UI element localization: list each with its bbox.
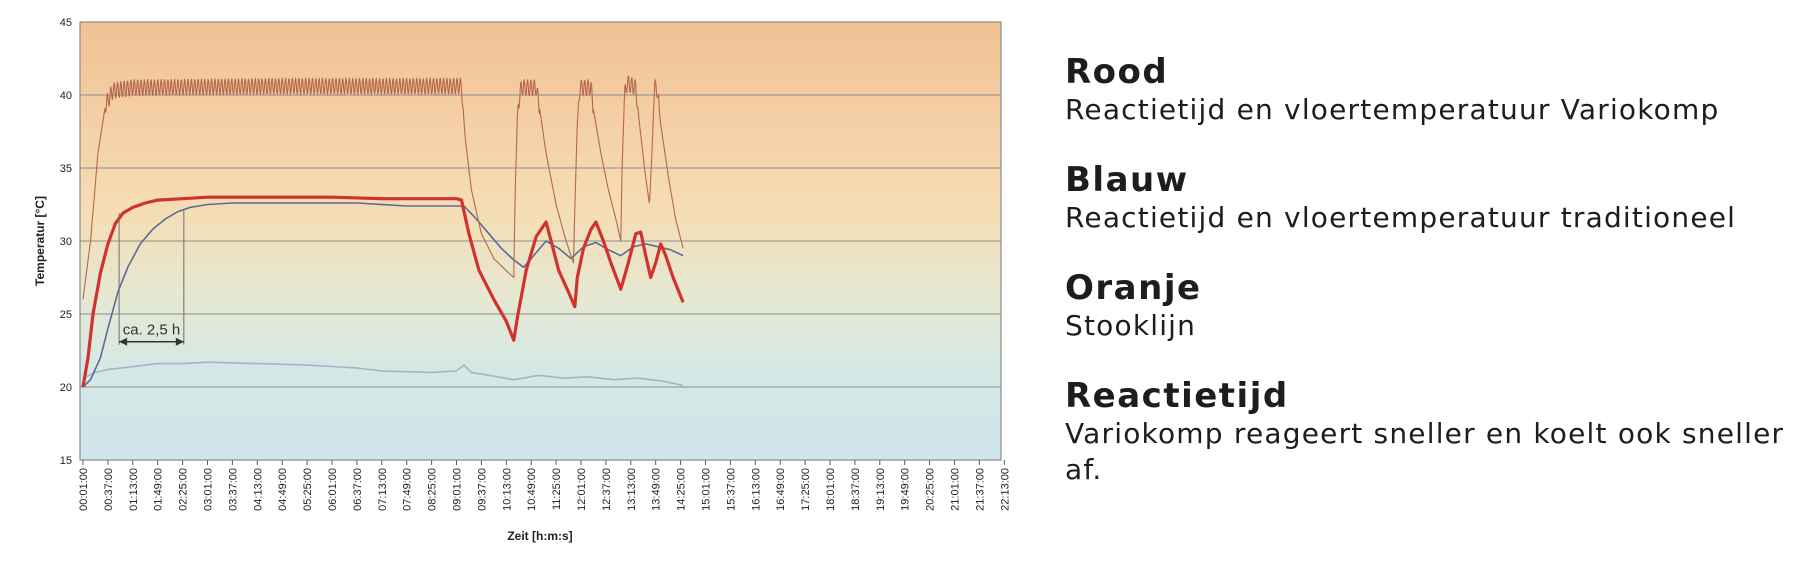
y-tick-labels: 15 20 25 30 35 40 45 bbox=[60, 17, 72, 467]
annotation-arrowhead-left bbox=[119, 337, 128, 346]
x-tick-label: 18:01:00 bbox=[825, 468, 837, 511]
x-tick-label: 12:01:00 bbox=[576, 468, 588, 511]
series-line-room bbox=[82, 361, 684, 387]
x-tick-label: 04:13:00 bbox=[252, 468, 264, 511]
x-tick-label: 06:01:00 bbox=[327, 468, 339, 511]
legend-description: Variokomp reageert sneller en koelt ook … bbox=[1065, 417, 1785, 486]
x-tick-label: 21:01:00 bbox=[950, 468, 962, 511]
legend-entry-rood: Rood Reactietijd en vloertemperatuur Var… bbox=[1065, 52, 1785, 128]
x-tick-label: 09:01:00 bbox=[452, 468, 464, 511]
x-tick-label: 21:37:00 bbox=[974, 468, 986, 511]
x-tick-label: 14:25:00 bbox=[676, 468, 688, 511]
grid-lines bbox=[80, 94, 1001, 388]
legend-title: Blauw bbox=[1065, 160, 1189, 200]
x-tick-label: 02:25:00 bbox=[178, 468, 190, 511]
y-tick-label: 30 bbox=[60, 236, 72, 248]
x-tick-label: 15:37:00 bbox=[725, 468, 737, 511]
x-tick-label: 08:25:00 bbox=[427, 468, 439, 511]
x-tick-label: 15:01:00 bbox=[701, 468, 713, 511]
y-tick-label: 15 bbox=[60, 455, 72, 467]
x-tick-label: 19:49:00 bbox=[900, 468, 912, 511]
x-tick-label: 18:37:00 bbox=[850, 468, 862, 511]
x-tick-label: 17:25:00 bbox=[800, 468, 812, 511]
x-axis-label: Zeit [h:m:s] bbox=[507, 529, 572, 543]
x-tick-label: 10:49:00 bbox=[526, 468, 538, 511]
x-tick-label: 19:13:00 bbox=[875, 468, 887, 511]
y-tick-label: 45 bbox=[60, 17, 72, 29]
legend-description: Stooklijn bbox=[1065, 309, 1197, 342]
x-tick-label: 01:13:00 bbox=[128, 468, 140, 511]
plot-border bbox=[79, 21, 1002, 461]
legend-description: Reactietijd en vloertemperatuur traditio… bbox=[1065, 201, 1737, 234]
legend-description: Reactietijd en vloertemperatuur Variokom… bbox=[1065, 93, 1720, 126]
legend-title: Oranje bbox=[1065, 268, 1202, 308]
x-tick-label: 01:49:00 bbox=[153, 468, 165, 511]
x-tick-label: 07:49:00 bbox=[402, 468, 414, 511]
x-tick-label: 07:13:00 bbox=[377, 468, 389, 511]
x-tick-label: 16:13:00 bbox=[750, 468, 762, 511]
legend-title: Rood bbox=[1065, 52, 1169, 92]
x-tick-label: 13:13:00 bbox=[626, 468, 638, 511]
legend-title: Reactietijd bbox=[1065, 376, 1289, 416]
temperature-chart: 15 20 25 30 35 40 45 00:01:00 00:37:00 01:13:00 0… bbox=[33, 17, 1011, 543]
annotation: ca. 2,5 h bbox=[118, 210, 185, 346]
y-tick-label: 35 bbox=[60, 163, 72, 175]
y-tick-label: 25 bbox=[60, 309, 72, 321]
series-line-stooklijn bbox=[82, 75, 684, 300]
x-tick-label: 09:37:00 bbox=[476, 468, 488, 511]
x-tick-label: 22:13:00 bbox=[999, 468, 1011, 511]
annotation-label: ca. 2,5 h bbox=[123, 322, 181, 339]
legend-entry-blauw: Blauw Reactietijd en vloertemperatuur tr… bbox=[1065, 160, 1785, 236]
x-tick-label: 00:37:00 bbox=[103, 468, 115, 511]
series-line-variokomp bbox=[81, 195, 685, 388]
x-tick-label: 05:25:00 bbox=[302, 468, 314, 511]
x-tick-label: 06:37:00 bbox=[352, 468, 364, 511]
y-tick-label: 40 bbox=[60, 90, 72, 102]
x-tick-label: 10:13:00 bbox=[501, 468, 513, 511]
x-tick-label: 04:49:00 bbox=[277, 468, 289, 511]
x-tick-label: 16:49:00 bbox=[775, 468, 787, 511]
x-tick-label: 03:01:00 bbox=[203, 468, 215, 511]
x-tick-label: 11:25:00 bbox=[551, 468, 563, 510]
x-tick-label: 12:37:00 bbox=[601, 468, 613, 511]
y-axis-label: Temperatur [°C] bbox=[33, 196, 47, 286]
legend-entry-oranje: Oranje Stooklijn bbox=[1065, 268, 1785, 344]
x-tick-label: 20:25:00 bbox=[925, 468, 937, 511]
legend-entry-reactietijd: Reactietijd Variokomp reageert sneller e… bbox=[1065, 376, 1785, 488]
legend-panel: Rood Reactietijd en vloertemperatuur Var… bbox=[1065, 52, 1785, 520]
x-tick-labels: 00:01:00 00:37:00 01:13:00 01:49:00 02:25:00… bbox=[78, 460, 1011, 511]
x-tick-label: 13:49:00 bbox=[651, 468, 663, 511]
annotation-arrowhead-right bbox=[175, 337, 184, 346]
y-tick-label: 20 bbox=[60, 382, 72, 394]
x-tick-label: 00:01:00 bbox=[78, 468, 90, 511]
x-tick-label: 03:37:00 bbox=[227, 468, 239, 511]
series-lines bbox=[81, 75, 685, 388]
